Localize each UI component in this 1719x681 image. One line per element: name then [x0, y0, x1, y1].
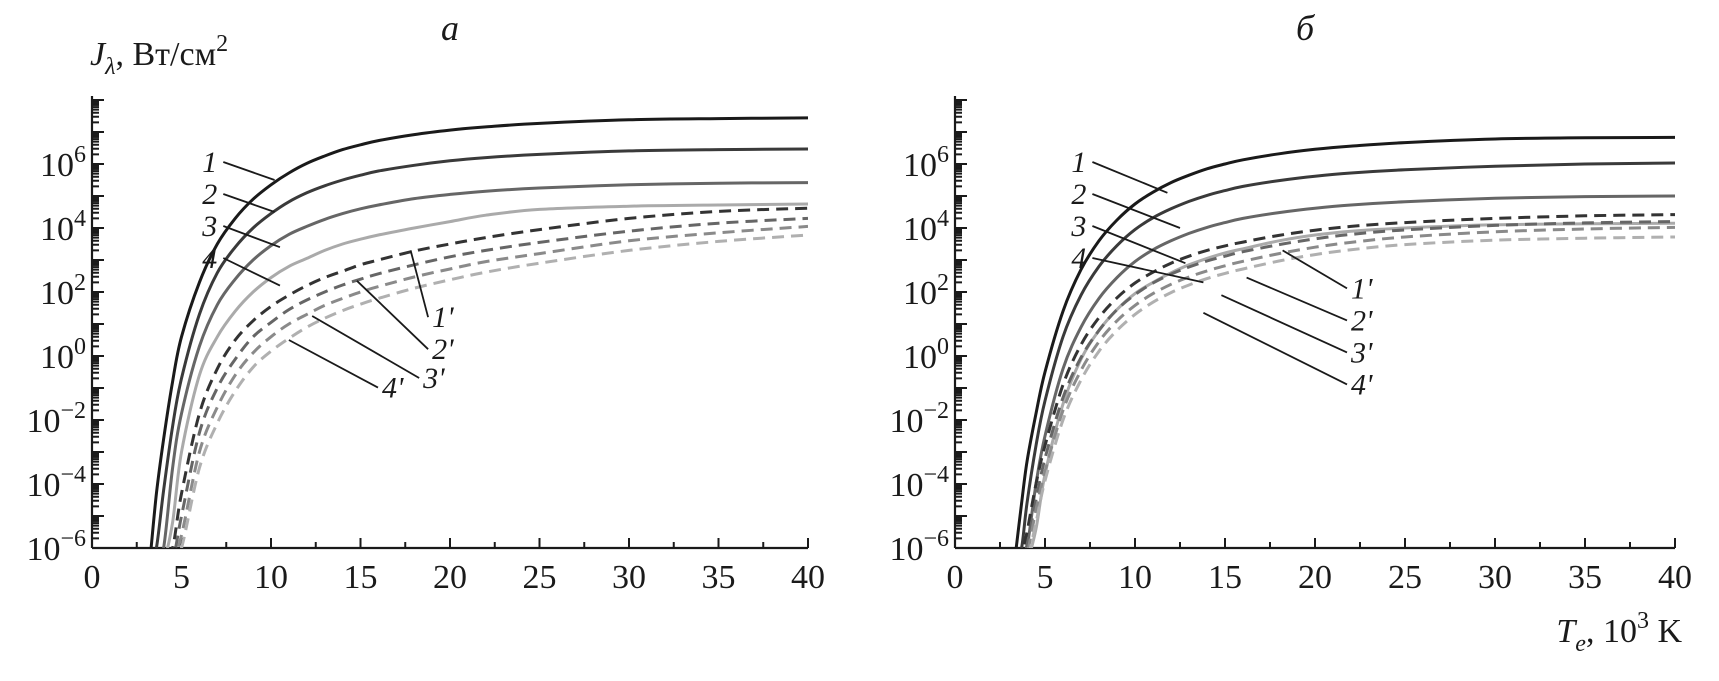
x-axis-unit: , 10 — [1586, 613, 1637, 650]
x-tick-label: 30 — [612, 559, 646, 596]
y-axis-unit-sup: 2 — [216, 31, 228, 57]
label-leader — [222, 225, 281, 249]
x-tick-label: 20 — [1298, 559, 1332, 596]
y-tick-label: 100 — [40, 334, 86, 376]
curve-label: 1' — [432, 301, 454, 334]
curve-label: 4' — [1351, 368, 1373, 401]
series-1-line — [1014, 135, 1675, 548]
y-tick-label: 106 — [40, 142, 86, 184]
series-2-line — [1020, 161, 1675, 548]
label-leader — [1092, 161, 1168, 194]
curve-label: 1 — [202, 146, 217, 179]
curve-label: 3' — [1350, 336, 1373, 369]
y-tick-label: 10−2 — [26, 398, 86, 440]
x-tick-label: 20 — [433, 559, 467, 596]
label-leader — [311, 315, 420, 379]
panel-letter: а — [441, 8, 459, 48]
curve-label: 2' — [432, 333, 454, 366]
curve-label: 3 — [201, 210, 217, 243]
curve-label: 2 — [202, 178, 217, 211]
y-axis-title: Jλ, Вт/см2 — [90, 31, 228, 80]
curve-label: 2' — [1351, 304, 1373, 337]
label-leader — [1092, 225, 1186, 265]
series-1p-line — [1021, 213, 1675, 548]
curve-label: 2 — [1071, 178, 1086, 211]
label-leader — [223, 161, 275, 181]
curve-label: 1 — [1071, 146, 1086, 179]
y-tick-label: 102 — [903, 270, 949, 312]
label-leader — [223, 193, 275, 213]
y-tick-label: 102 — [40, 270, 86, 312]
label-leader — [409, 250, 429, 318]
x-tick-label: 5 — [173, 559, 190, 596]
y-tick-label: 10−6 — [26, 526, 86, 568]
y-tick-label: 10−4 — [889, 462, 949, 504]
label-leader — [222, 257, 281, 287]
curve-label: 4' — [382, 372, 404, 405]
y-tick-label: 104 — [903, 206, 949, 248]
label-leader — [1246, 276, 1348, 322]
x-tick-label: 5 — [1037, 559, 1054, 596]
x-axis-title: Te, 103 K — [1556, 608, 1682, 657]
curve-label: 3 — [1070, 210, 1086, 243]
series-4p-line — [1028, 235, 1675, 548]
series-3-line — [1025, 194, 1675, 548]
label-leader — [1202, 311, 1348, 386]
curve-label: 4 — [1071, 242, 1086, 275]
label-leader — [288, 339, 379, 389]
y-axis-symbol: J — [90, 36, 107, 73]
x-tick-label: 0 — [947, 559, 964, 596]
series-4p-line — [179, 233, 808, 548]
curve-label: 4 — [202, 242, 217, 275]
y-tick-label: 106 — [903, 142, 949, 184]
series-1-line — [149, 116, 808, 548]
x-axis-subscript: e — [1575, 631, 1586, 657]
x-tick-label: 15 — [1208, 559, 1242, 596]
x-axis-unit-sup: 3 — [1637, 608, 1649, 634]
x-tick-label: 10 — [1118, 559, 1152, 596]
curves — [149, 116, 808, 548]
y-tick-label: 10−2 — [889, 398, 949, 440]
x-tick-label: 35 — [1568, 559, 1602, 596]
series-2p-line — [174, 216, 808, 548]
series-4-line — [1029, 221, 1675, 548]
y-tick-label: 104 — [40, 206, 86, 248]
label-leader — [1221, 294, 1348, 354]
x-tick-label: 10 — [254, 559, 288, 596]
series-3p-line — [176, 224, 808, 548]
y-axis-subscript: λ — [104, 54, 115, 80]
x-tick-label: 25 — [523, 559, 557, 596]
curves — [1014, 135, 1675, 548]
y-tick-label: 10−4 — [26, 462, 86, 504]
series-3-line — [162, 181, 808, 548]
x-tick-label: 0 — [84, 559, 101, 596]
curve-label: 3' — [422, 362, 445, 395]
series-2p-line — [1024, 220, 1675, 548]
y-tick-label: 10−6 — [889, 526, 949, 568]
x-tick-label: 40 — [1658, 559, 1692, 596]
series-2-line — [154, 147, 808, 548]
x-axis-unit-tail: K — [1649, 613, 1683, 650]
x-tick-label: 30 — [1478, 559, 1512, 596]
label-leader — [356, 280, 429, 350]
x-tick-label: 25 — [1388, 559, 1422, 596]
x-axis-symbol: T — [1556, 613, 1577, 650]
panel-a: а 106 104 102 100 10−2 10−4 10−60 5 10 15 20 25 30 35 4… — [26, 8, 825, 596]
panel-letter: б — [1296, 8, 1316, 48]
series-1p-line — [171, 206, 808, 548]
label-leader — [1092, 257, 1204, 284]
y-tick-label: 100 — [903, 334, 949, 376]
label-leader — [1092, 193, 1181, 229]
panel-b: б 106 104 102 100 10−2 10−4 10−60 5 10 15 20 25 30 35 4… — [889, 8, 1692, 596]
x-tick-label: 40 — [791, 559, 825, 596]
y-axis-unit: , Вт/см — [116, 36, 217, 73]
x-tick-label: 35 — [702, 559, 736, 596]
curve-label: 1' — [1351, 272, 1373, 305]
x-tick-label: 15 — [344, 559, 378, 596]
series-4-line — [165, 202, 808, 548]
label-leader — [1282, 249, 1348, 290]
